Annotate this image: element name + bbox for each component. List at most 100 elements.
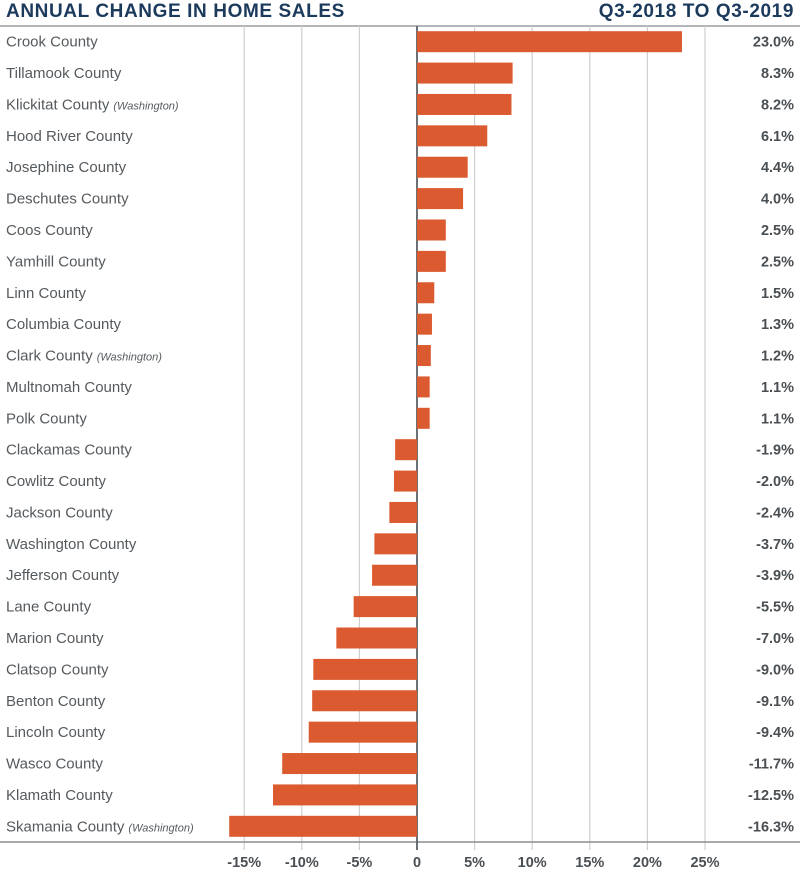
category-label: Yamhill County: [6, 253, 106, 270]
category-label: Lincoln County: [6, 724, 106, 741]
bar: [417, 313, 432, 335]
bar: [282, 753, 417, 775]
x-tick-label: 5%: [464, 855, 485, 871]
county-name: Jefferson County: [6, 567, 120, 584]
x-tick-label: -5%: [347, 855, 373, 871]
county-name: Columbia County: [6, 316, 122, 333]
bar: [336, 627, 417, 649]
state-note: (Washington): [97, 352, 163, 364]
value-label: 2.5%: [761, 254, 794, 270]
value-label: 4.4%: [761, 160, 794, 176]
x-tick-label: -15%: [227, 855, 261, 871]
county-name: Skamania County: [6, 818, 125, 835]
county-name: Washington County: [6, 536, 137, 553]
bar: [313, 658, 417, 680]
value-label: -7.0%: [756, 631, 794, 647]
x-axis-ticks: -15% -10% -5% 0 5% 10% 15% 20% 25%: [227, 855, 719, 871]
bar: [417, 219, 446, 241]
category-labels: Crook County Tillamook County Klickitat Co…: [6, 34, 194, 836]
category-label: Klickitat County (Washington): [6, 96, 179, 113]
value-label: -3.7%: [756, 537, 794, 553]
county-name: Cowlitz County: [6, 473, 107, 490]
bar: [312, 690, 417, 712]
value-label: -11.7%: [749, 757, 794, 773]
category-label: Jefferson County: [6, 567, 120, 584]
bar: [308, 721, 417, 743]
x-tick-label: 25%: [690, 855, 719, 871]
bar: [417, 376, 430, 398]
value-label: -9.0%: [756, 662, 794, 678]
state-note: (Washington): [113, 100, 179, 112]
category-label: Skamania County (Washington): [6, 818, 194, 835]
value-label: 2.5%: [761, 223, 794, 239]
value-label: -1.9%: [756, 443, 794, 459]
category-label: Lane County: [6, 599, 92, 616]
county-name: Clark County: [6, 348, 93, 365]
value-label: 1.1%: [761, 411, 794, 427]
county-name: Yamhill County: [6, 253, 106, 270]
x-tick-label: -10%: [285, 855, 319, 871]
value-labels: 23.0% 8.3% 8.2% 6.1% 4.4% 4.0% 2.5% 2.5% 1.5% 1.3…: [748, 35, 794, 836]
county-name: Marion County: [6, 630, 104, 647]
category-label: Cowlitz County: [6, 473, 107, 490]
county-name: Klickitat County: [6, 96, 110, 113]
value-label: -9.4%: [756, 725, 794, 741]
county-name: Clatsop County: [6, 661, 109, 678]
category-label: Columbia County: [6, 316, 122, 333]
value-label: -2.4%: [756, 505, 794, 521]
category-label: Clatsop County: [6, 661, 109, 678]
value-label: 23.0%: [753, 35, 794, 51]
value-label: -9.1%: [756, 694, 794, 710]
bar: [353, 596, 417, 618]
county-name: Polk County: [6, 410, 87, 427]
bar: [372, 564, 417, 586]
category-label: Clark County (Washington): [6, 348, 162, 365]
category-label: Jackson County: [6, 504, 113, 521]
state-note: (Washington): [128, 822, 194, 834]
bar: [389, 501, 417, 523]
county-name: Lincoln County: [6, 724, 106, 741]
bar: [393, 470, 417, 492]
bar: [395, 439, 417, 461]
county-name: Lane County: [6, 599, 92, 616]
bars: [229, 31, 682, 837]
category-label: Crook County: [6, 34, 98, 51]
county-name: Jackson County: [6, 504, 113, 521]
bar: [417, 250, 446, 272]
bar: [417, 407, 430, 429]
bar: [417, 125, 488, 147]
value-label: 8.3%: [761, 66, 794, 82]
value-label: -2.0%: [756, 474, 794, 490]
x-tick-label: 15%: [575, 855, 604, 871]
category-label: Deschutes County: [6, 191, 129, 208]
chart-period: Q3-2018 TO Q3-2019: [598, 1, 794, 22]
value-label: -16.3%: [748, 819, 794, 835]
county-name: Wasco County: [6, 756, 103, 773]
category-label: Clackamas County: [6, 442, 132, 459]
value-label: 8.2%: [761, 97, 794, 113]
value-label: -3.9%: [756, 568, 794, 584]
bar: [417, 345, 431, 367]
value-label: 4.0%: [761, 192, 794, 208]
bar: [417, 93, 512, 115]
category-label: Polk County: [6, 410, 87, 427]
value-label: 1.5%: [761, 286, 794, 302]
bar: [417, 282, 435, 304]
category-label: Washington County: [6, 536, 137, 553]
category-label: Linn County: [6, 285, 87, 302]
x-tick-label: 20%: [633, 855, 662, 871]
value-label: 6.1%: [761, 129, 794, 145]
value-label: 1.3%: [761, 317, 794, 333]
bar: [417, 62, 513, 84]
county-name: Hood River County: [6, 128, 133, 145]
bar: [374, 533, 417, 555]
category-label: Tillamook County: [6, 65, 122, 82]
county-name: Deschutes County: [6, 191, 129, 208]
x-tick-label: 10%: [518, 855, 547, 871]
county-name: Crook County: [6, 34, 98, 51]
category-label: Klamath County: [6, 787, 113, 804]
county-name: Tillamook County: [6, 65, 122, 82]
county-name: Linn County: [6, 285, 87, 302]
county-name: Multnomah County: [6, 379, 132, 396]
